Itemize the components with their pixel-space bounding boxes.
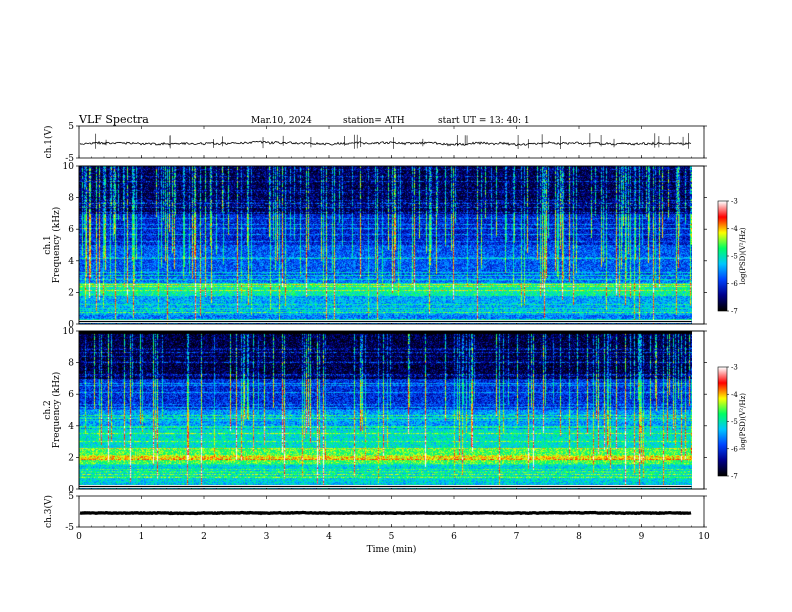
- colorbar-tick-label: -7: [731, 473, 738, 481]
- ch1-waveform-panel: -5 5 ch.1(V): [43, 122, 707, 164]
- colorbar-tick-label: -4: [731, 391, 738, 399]
- spectrogram-frame-overlay: [78, 330, 705, 490]
- x-tick-label: 3: [264, 532, 270, 542]
- x-tick-label: 1: [139, 532, 145, 542]
- y-tick-label: 4: [68, 422, 74, 432]
- colorbar-tick-label: -6: [731, 445, 738, 453]
- y-tick-label: 5: [68, 122, 74, 132]
- ch1-spectrogram-image: [79, 166, 692, 324]
- y-tick-label: 2: [68, 453, 74, 463]
- x-tick-label: 8: [576, 532, 582, 542]
- y-tick-label: 4: [68, 257, 74, 267]
- x-tick-label: 9: [639, 532, 645, 542]
- x-tick-label: 6: [451, 532, 457, 542]
- figure-title: VLF Spectra: [78, 113, 149, 126]
- y-tick-label: 8: [68, 194, 74, 204]
- ch1-spectrogram-ylabel-frequency: Frequency (kHz): [51, 207, 62, 284]
- spectrogram-frame-overlay: [78, 165, 705, 325]
- colorbar-tick-label: -3: [731, 364, 738, 372]
- station-label: station= ATH: [343, 116, 405, 126]
- y-tick-label: 6: [68, 225, 74, 235]
- y-tick-label: 10: [63, 327, 75, 337]
- ch1-colorbar-gradient: [718, 201, 727, 311]
- colorbar-label: log(PSD)(V²/Hz): [739, 393, 747, 450]
- ch3-waveform-ylabel: ch.3(V): [43, 495, 54, 528]
- x-tick-label: 7: [514, 532, 520, 542]
- ch1-spectrogram-ylabel-channel: ch.1: [43, 235, 53, 254]
- ch2-colorbar: -7 -6 -5 -4 -3 log(PSD)(V²/Hz): [717, 364, 747, 481]
- x-tick-label: 10: [698, 532, 710, 542]
- ch1-waveform-ylabel: ch.1(V): [43, 126, 54, 159]
- y-tick-label: 0: [68, 485, 74, 495]
- x-tick-label: 5: [389, 532, 395, 542]
- y-tick-label: -5: [65, 154, 74, 164]
- y-tick-label: 10: [63, 162, 75, 172]
- x-axis-label: Time (min): [367, 544, 417, 555]
- colorbar-tick-label: -4: [731, 225, 738, 233]
- x-tick-label: 4: [326, 532, 332, 542]
- ch3-waveform-trace: [79, 510, 692, 516]
- ch3-waveform-panel: -5 5 ch.3(V): [43, 492, 707, 533]
- colorbar-label: log(PSD)(V²/Hz): [739, 227, 747, 284]
- y-tick-label: 0: [68, 320, 74, 330]
- y-tick-label: 6: [68, 390, 74, 400]
- x-tick-label: 0: [76, 532, 82, 542]
- ch1-spectrogram-panel: 0 2 4 6 8 10 ch.1 Frequency (kHz): [43, 162, 707, 330]
- start-time-label: start UT = 13: 40: 1: [438, 116, 530, 126]
- colorbar-tick-label: -5: [731, 253, 738, 261]
- ch1-waveform-trace: [79, 140, 692, 147]
- colorbar-tick-label: -6: [731, 280, 738, 288]
- ch1-colorbar: -7 -6 -5 -4 -3 log(PSD)(V²/Hz): [717, 198, 747, 316]
- ch2-spectrogram-panel: 0 2 4 6 8 10 ch.2 Frequency (kHz): [43, 327, 707, 495]
- ch2-spectrogram-ylabel-frequency: Frequency (kHz): [51, 372, 62, 449]
- colorbar-tick-label: -5: [731, 418, 738, 426]
- y-tick-label: 5: [68, 492, 74, 502]
- colorbar-tick-label: -3: [731, 198, 738, 206]
- date-label: Mar.10, 2024: [251, 116, 312, 126]
- time-axis: 0 1 2 3 4 5 6 7 8 9 10 Time (min): [76, 532, 710, 555]
- ch2-spectrogram-image: [79, 331, 692, 489]
- x-tick-label: 2: [201, 532, 207, 542]
- ch2-colorbar-gradient: [718, 367, 727, 476]
- y-tick-label: 8: [68, 359, 74, 369]
- ch2-spectrogram-ylabel-channel: ch.2: [43, 400, 53, 419]
- y-tick-label: -5: [65, 523, 74, 533]
- y-tick-label: 2: [68, 288, 74, 298]
- colorbar-tick-label: -7: [731, 308, 738, 316]
